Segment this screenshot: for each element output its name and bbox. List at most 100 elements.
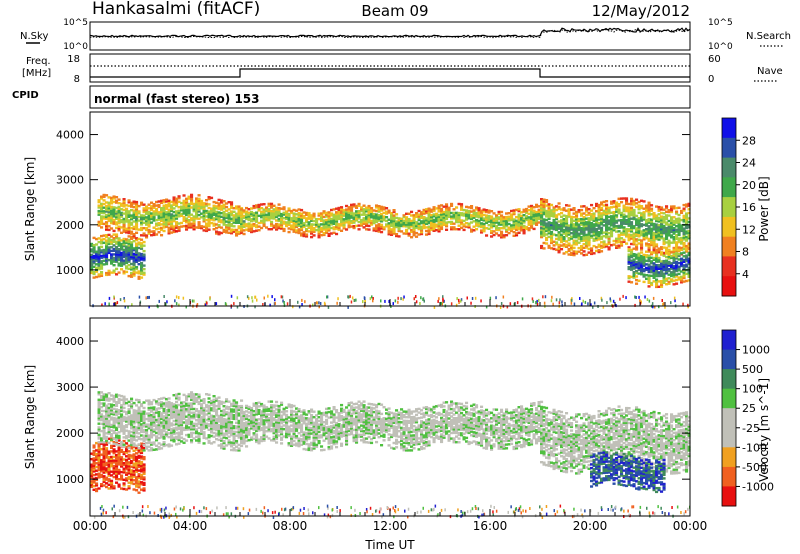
heatmap-cell bbox=[202, 218, 206, 221]
heatmap-cell bbox=[460, 213, 464, 217]
heatmap-cell bbox=[475, 219, 479, 222]
heatmap-cell bbox=[115, 419, 119, 422]
heatmap-cell bbox=[337, 223, 341, 226]
heatmap-cell bbox=[237, 227, 241, 230]
heatmap-cell bbox=[652, 244, 656, 247]
heatmap-cell bbox=[562, 245, 566, 248]
heatmap-cell bbox=[647, 274, 651, 277]
heatmap-cell bbox=[392, 219, 396, 223]
heatmap-cell bbox=[617, 244, 621, 247]
heatmap-cell bbox=[590, 213, 594, 216]
heatmap-cell bbox=[215, 226, 219, 230]
heatmap-cell bbox=[147, 434, 151, 437]
heatmap-cell bbox=[467, 211, 471, 215]
heatmap-cell bbox=[375, 217, 379, 220]
heatmap-cell bbox=[125, 420, 129, 423]
heatmap-cell bbox=[157, 227, 161, 230]
heatmap-cell bbox=[155, 407, 159, 411]
heatmap-cell bbox=[300, 221, 304, 224]
heatmap-cell bbox=[552, 211, 556, 215]
heatmap-cell bbox=[410, 214, 414, 217]
heatmap-cell bbox=[425, 233, 429, 236]
heatmap-cell bbox=[132, 205, 136, 209]
heatmap-cell bbox=[475, 208, 479, 211]
heatmap-cell bbox=[125, 256, 129, 259]
heatmap-cell bbox=[605, 205, 609, 208]
heatmap-cell bbox=[157, 214, 161, 218]
heatmap-cell bbox=[130, 423, 134, 426]
heatmap-cell bbox=[532, 227, 536, 231]
heatmap-cell bbox=[630, 201, 634, 204]
heatmap-cell bbox=[110, 394, 114, 397]
y-tick-label: 4000 bbox=[56, 129, 84, 142]
heatmap-cell bbox=[295, 213, 299, 216]
heatmap-cell bbox=[357, 228, 361, 231]
heatmap-cell bbox=[120, 406, 124, 409]
heatmap-cell bbox=[587, 247, 591, 251]
heatmap-cell bbox=[122, 243, 126, 246]
heatmap-cell bbox=[665, 217, 669, 221]
heatmap-cell bbox=[655, 216, 659, 219]
heatmap-cell bbox=[147, 406, 151, 410]
heatmap-cell bbox=[120, 219, 124, 222]
heatmap-cell bbox=[245, 210, 249, 213]
heatmap-cell bbox=[462, 225, 466, 228]
heatmap-cell bbox=[157, 203, 161, 207]
heatmap-cell bbox=[275, 224, 279, 228]
heatmap-cell bbox=[142, 463, 146, 466]
heatmap-cell bbox=[237, 207, 241, 210]
heatmap-cell bbox=[685, 216, 689, 219]
heatmap-cell bbox=[122, 487, 126, 491]
heatmap-cell bbox=[432, 229, 436, 232]
heatmap-cell bbox=[300, 227, 304, 230]
heatmap-cell bbox=[140, 228, 144, 232]
heatmap-cell bbox=[442, 218, 446, 221]
heatmap-cell bbox=[140, 460, 144, 464]
heatmap-cell bbox=[580, 219, 584, 223]
heatmap-cell bbox=[532, 211, 536, 214]
heatmap-cell bbox=[635, 257, 639, 260]
heatmap-cell bbox=[132, 435, 136, 438]
heatmap-cell bbox=[627, 222, 631, 226]
heatmap-cell bbox=[322, 222, 326, 226]
heatmap-cell bbox=[100, 470, 104, 473]
heatmap-cell bbox=[90, 470, 94, 474]
heatmap-cell bbox=[587, 244, 591, 247]
heatmap-cell bbox=[655, 265, 659, 269]
heatmap-cell bbox=[115, 201, 119, 204]
heatmap-cell bbox=[90, 268, 94, 271]
heatmap-cell bbox=[107, 414, 111, 417]
heatmap-cell bbox=[132, 425, 136, 429]
heatmap-cell bbox=[520, 223, 524, 227]
heatmap-cell bbox=[682, 229, 686, 232]
heatmap-cell bbox=[682, 203, 686, 207]
heatmap-cell bbox=[127, 468, 131, 471]
heatmap-cell bbox=[440, 216, 444, 220]
heatmap-cell bbox=[122, 410, 126, 413]
heatmap-cell bbox=[417, 224, 421, 227]
heatmap-cell bbox=[252, 230, 256, 233]
heatmap-cell bbox=[97, 211, 101, 215]
heatmap-cell bbox=[440, 220, 444, 223]
heatmap-cell bbox=[297, 215, 301, 218]
heatmap-cell bbox=[527, 228, 531, 232]
heatmap-cell bbox=[527, 223, 531, 226]
heatmap-cell bbox=[312, 227, 316, 230]
heatmap-cell bbox=[155, 431, 159, 435]
heatmap-cell bbox=[104, 302, 106, 306]
heatmap-cell bbox=[675, 255, 679, 258]
heatmap-cell bbox=[300, 223, 304, 226]
heatmap-cell bbox=[600, 230, 604, 233]
heatmap-cell bbox=[662, 224, 666, 228]
heatmap-cell bbox=[115, 457, 119, 460]
heatmap-cell bbox=[587, 251, 591, 254]
heatmap-cell bbox=[505, 223, 509, 226]
heatmap-cell bbox=[550, 212, 554, 216]
heatmap-cell bbox=[575, 234, 579, 237]
heatmap-cell bbox=[230, 203, 234, 206]
heatmap-cell bbox=[262, 224, 266, 228]
heatmap-cell bbox=[640, 212, 644, 215]
heatmap-cell bbox=[475, 222, 479, 225]
heatmap-cell bbox=[100, 220, 104, 224]
heatmap-cell bbox=[110, 240, 114, 244]
